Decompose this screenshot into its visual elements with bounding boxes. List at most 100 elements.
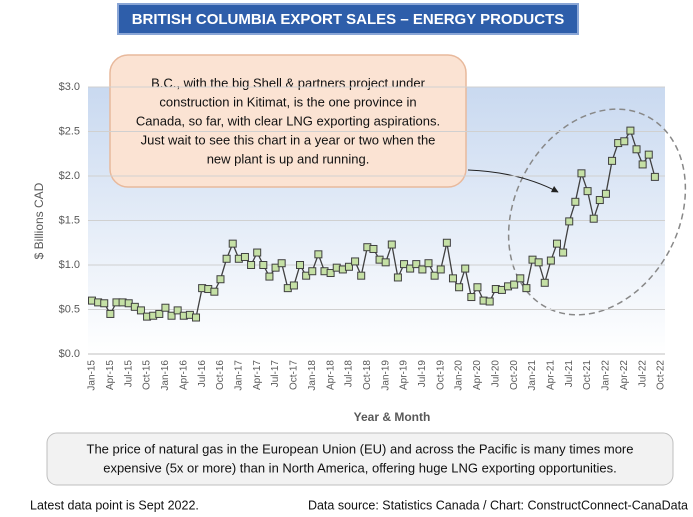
x-tick-label: Jul-15	[123, 360, 134, 388]
marker	[314, 250, 323, 259]
marker	[418, 265, 427, 274]
note-line: The price of natural gas in the European…	[87, 441, 634, 456]
marker	[448, 274, 457, 283]
marker	[485, 297, 494, 306]
marker	[577, 169, 586, 178]
marker	[522, 284, 531, 293]
marker	[571, 197, 580, 206]
marker	[461, 264, 470, 273]
marker	[620, 137, 629, 146]
annotation-line: B.C., with the big Shell & partners proj…	[151, 75, 426, 90]
marker	[455, 283, 464, 292]
x-tick-label: Apr-16	[178, 360, 189, 390]
x-tick-label: Apr-21	[546, 360, 557, 390]
x-tick-label: Oct-21	[582, 360, 593, 390]
x-tick-label: Jan-19	[380, 360, 391, 391]
x-tick-label: Jan-15	[87, 360, 98, 391]
marker	[516, 274, 525, 283]
x-tick-label: Jan-18	[307, 360, 318, 391]
marker	[412, 260, 421, 269]
marker	[442, 238, 451, 247]
footnote-left: Latest data point is Sept 2022.	[30, 498, 199, 512]
annotation-line: Just wait to see this chart in a year or…	[141, 132, 436, 147]
marker	[369, 244, 378, 253]
x-tick-label: Apr-17	[252, 360, 263, 390]
marker	[381, 258, 390, 267]
annotation-box	[109, 54, 467, 188]
x-tick-label: Oct-16	[215, 360, 226, 390]
y-tick-label: $0.5	[59, 303, 80, 315]
x-tick-label: Jul-21	[564, 360, 575, 388]
x-tick-label: Oct-19	[435, 360, 446, 390]
marker	[565, 217, 574, 226]
x-tick-label: Jan-17	[233, 360, 244, 391]
marker	[106, 309, 115, 318]
marker	[277, 259, 286, 268]
marker	[155, 309, 164, 318]
x-tick-label: Oct-22	[656, 360, 667, 390]
marker	[589, 214, 598, 223]
y-tick-label: $2.5	[59, 125, 80, 137]
annotation-line: new plant is up and running.	[207, 151, 370, 166]
marker	[583, 187, 592, 196]
x-tick-label: Oct-17	[289, 360, 300, 390]
marker	[216, 275, 225, 284]
marker	[534, 258, 543, 267]
marker	[192, 313, 201, 322]
chart-title: BRITISH COLUMBIA EXPORT SALES – ENERGY P…	[132, 11, 565, 28]
x-tick-label: Jan-22	[601, 360, 612, 391]
marker	[510, 280, 519, 289]
x-tick-label: Apr-20	[472, 360, 483, 390]
x-tick-label: Oct-20	[509, 360, 520, 390]
x-tick-label: Jul-18	[344, 360, 355, 388]
marker	[344, 262, 353, 271]
marker	[289, 281, 298, 290]
marker	[650, 172, 659, 181]
marker	[296, 261, 305, 269]
y-tick-label: $1.5	[59, 214, 80, 226]
marker	[302, 271, 311, 280]
marker	[638, 160, 647, 169]
x-tick-label: Apr-19	[399, 360, 410, 390]
x-tick-label: Jan-21	[527, 360, 538, 391]
marker	[632, 145, 641, 154]
marker	[351, 257, 360, 266]
marker	[473, 283, 482, 292]
x-tick-label: Jul-20	[490, 360, 501, 388]
x-axis-label: Year & Month	[354, 410, 431, 424]
marker	[326, 269, 335, 278]
marker	[559, 248, 568, 257]
marker	[387, 240, 396, 249]
marker	[173, 306, 182, 315]
marker	[644, 150, 653, 159]
marker	[626, 126, 635, 135]
marker	[222, 254, 231, 263]
marker	[546, 256, 555, 265]
annotation-line: Canada, so far, with clear LNG exporting…	[136, 113, 440, 128]
x-tick-label: Oct-15	[142, 360, 153, 390]
y-tick-label: $1.0	[59, 259, 80, 271]
marker	[357, 271, 366, 280]
annotation-line: construction in Kitimat, is the one prov…	[159, 94, 416, 109]
x-tick-label: Jul-19	[417, 360, 428, 388]
x-tick-label: Apr-22	[619, 360, 630, 390]
marker	[100, 299, 109, 308]
marker	[406, 264, 415, 273]
marker	[540, 278, 549, 287]
x-tick-label: Jan-16	[160, 360, 171, 391]
x-tick-label: Jul-22	[637, 360, 648, 388]
title-banner	[117, 3, 579, 35]
x-tick-label: Oct-18	[362, 360, 373, 390]
x-tick-label: Apr-18	[325, 360, 336, 390]
marker	[595, 196, 604, 205]
marker	[601, 189, 610, 198]
y-axis-label: $ Billions CAD	[32, 182, 46, 259]
marker	[228, 239, 237, 248]
marker	[430, 271, 439, 280]
y-tick-label: $0.0	[59, 348, 80, 360]
marker	[167, 311, 176, 320]
x-tick-label: Jul-17	[270, 360, 281, 388]
footnote-right: Data source: Statistics Canada / Chart: …	[308, 498, 688, 512]
x-tick-label: Jan-20	[454, 360, 465, 391]
